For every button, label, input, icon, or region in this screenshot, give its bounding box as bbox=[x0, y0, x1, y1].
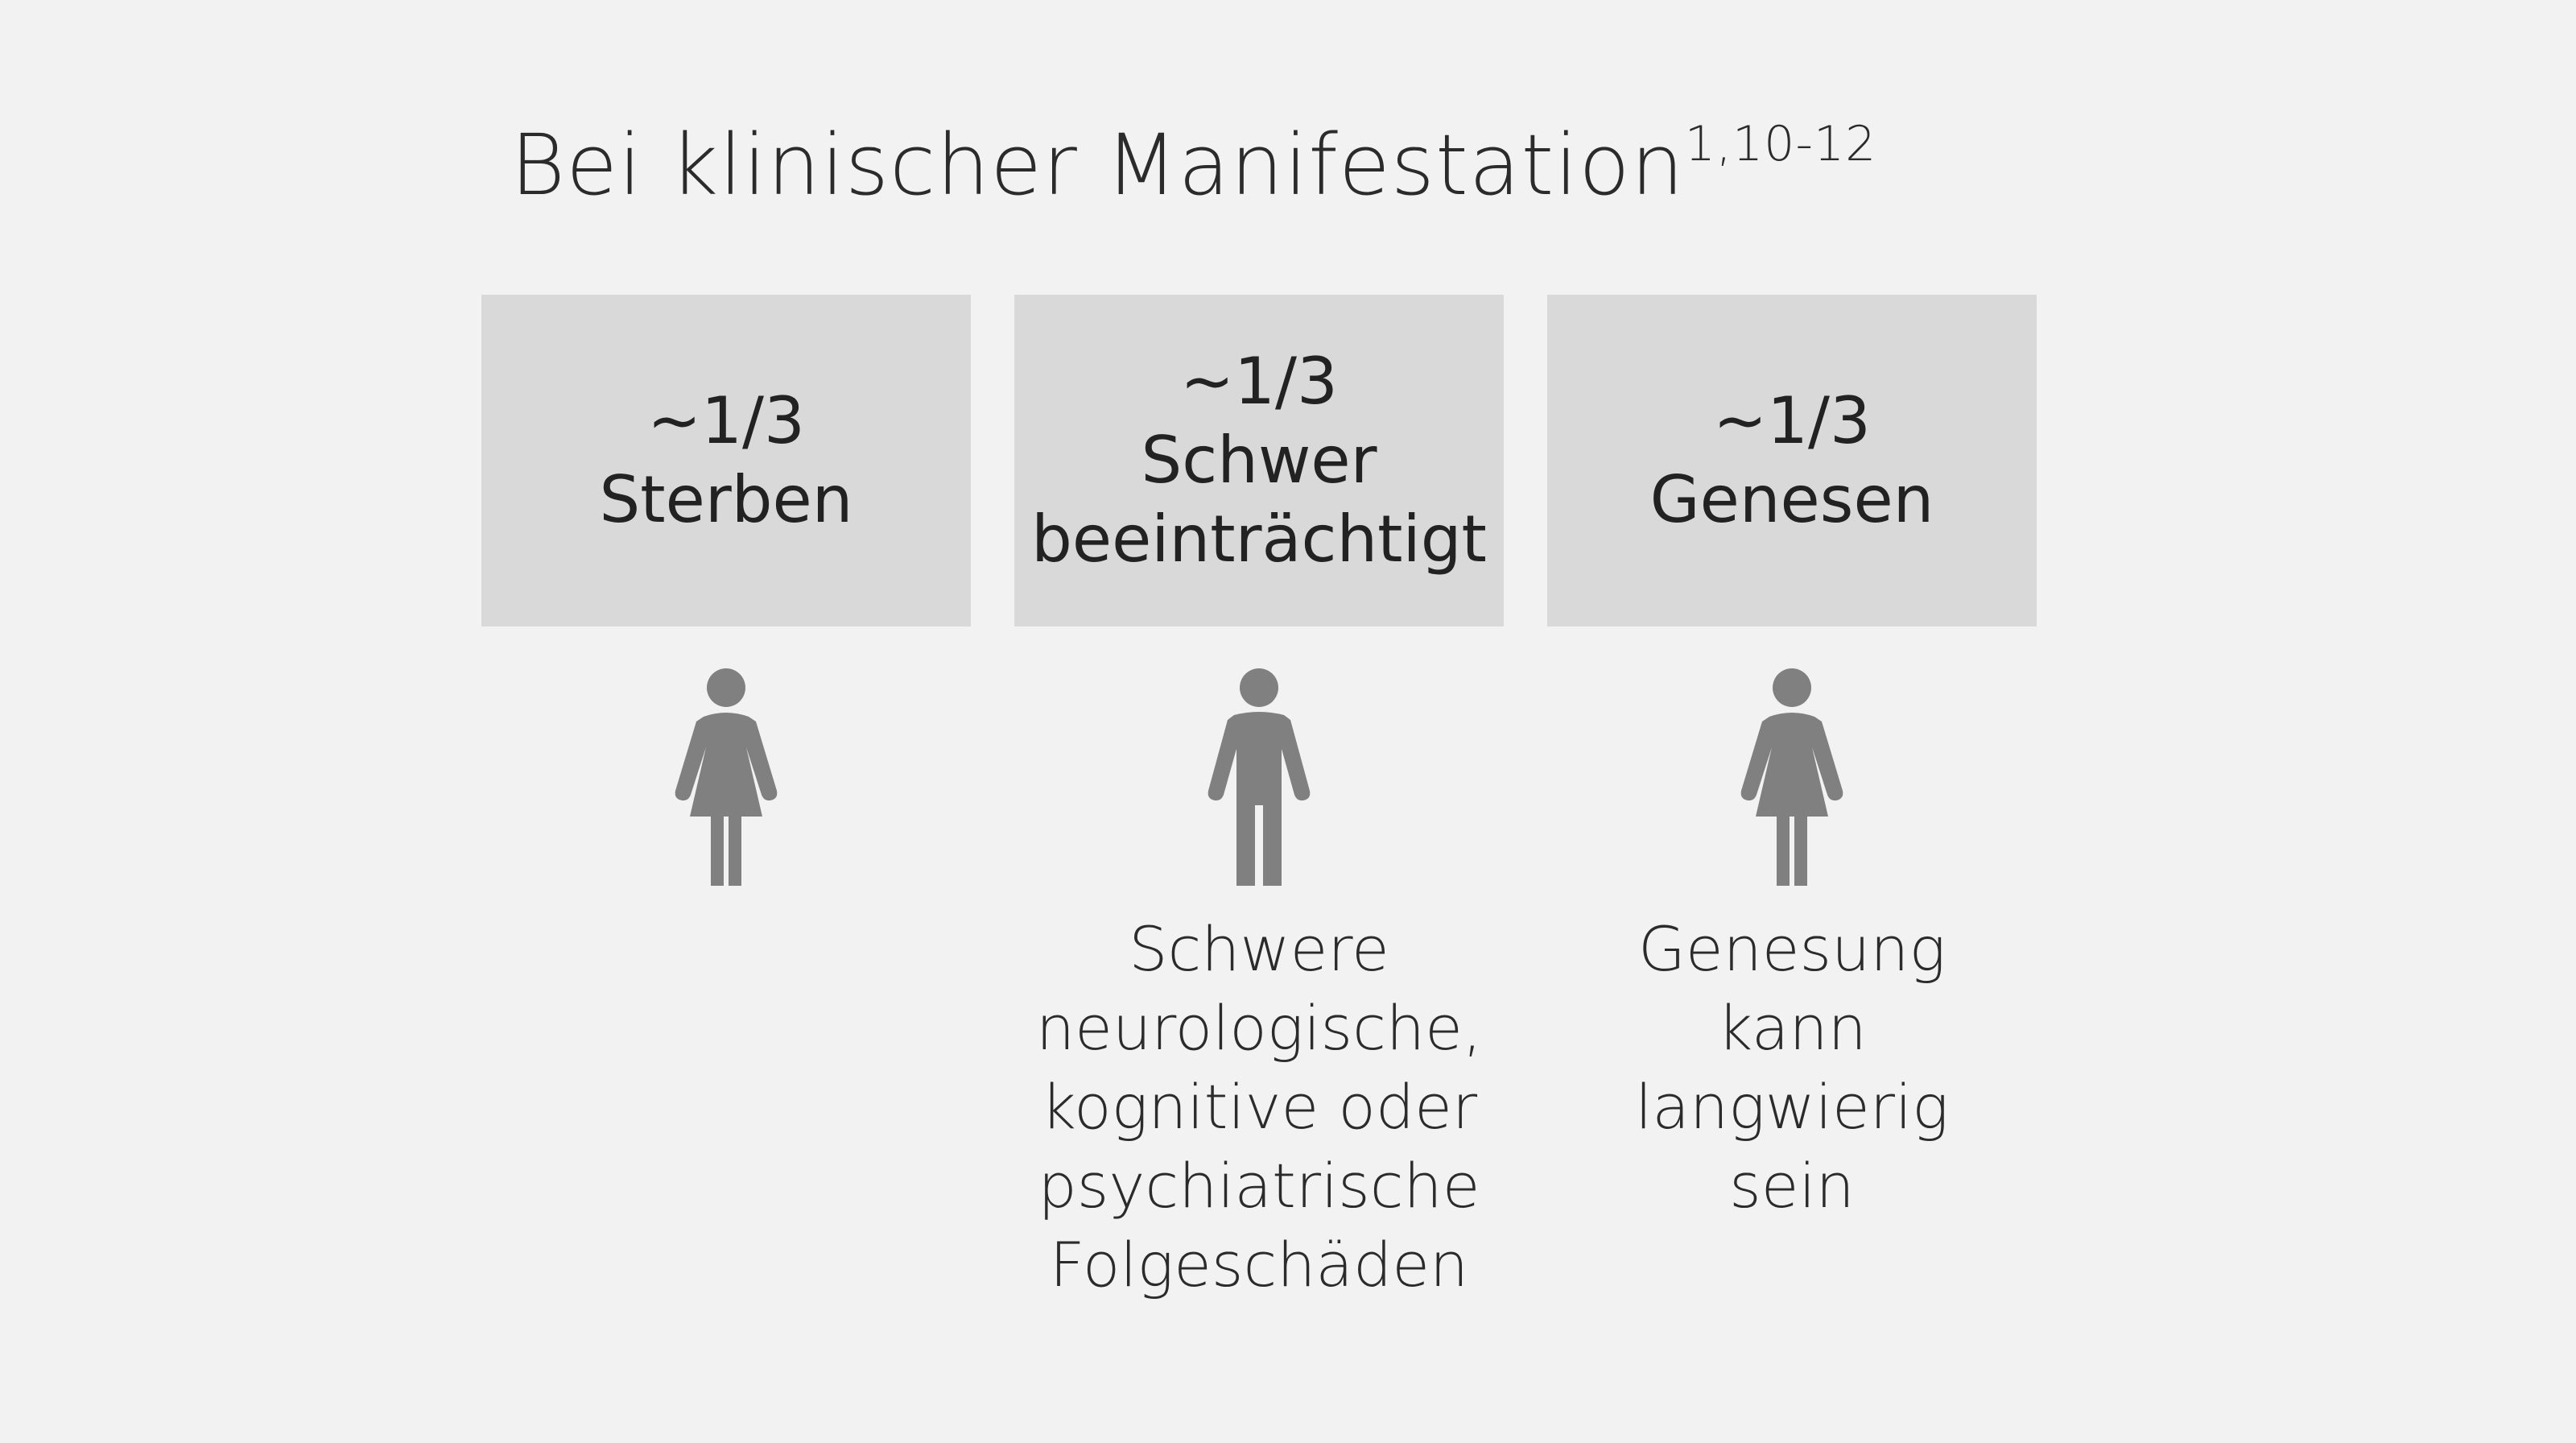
outcome-description-impaired: Schwere neurologische, kognitive oder ps… bbox=[1036, 913, 1482, 1300]
title-reference: 1,10-12 bbox=[1684, 116, 1877, 173]
outcome-label: Sterben bbox=[599, 462, 853, 537]
outcome-fraction: ~1/3 bbox=[1713, 383, 1871, 458]
outcome-label: Genesen bbox=[1649, 462, 1934, 537]
outcome-box-impaired: ~1/3 Schwer beeinträchtigt bbox=[1014, 295, 1504, 626]
person-female-icon bbox=[1732, 668, 1852, 886]
title-text: Bei klinischer Manifestation bbox=[510, 116, 1685, 214]
outcome-fraction: ~1/3 bbox=[647, 383, 805, 458]
person-male-icon bbox=[1199, 668, 1319, 886]
outcome-description-recover: Genesung kann langwierig sein bbox=[1635, 913, 1949, 1222]
outcome-box-die: ~1/3 Sterben bbox=[481, 295, 971, 626]
outcome-label: Schwer beeinträchtigt bbox=[1031, 423, 1487, 577]
person-female-icon bbox=[666, 668, 786, 886]
page-title: Bei klinischer Manifestation1,10-12 bbox=[510, 116, 1877, 214]
outcome-fraction: ~1/3 bbox=[1180, 344, 1338, 419]
outcome-box-recover: ~1/3 Genesen bbox=[1547, 295, 2037, 626]
